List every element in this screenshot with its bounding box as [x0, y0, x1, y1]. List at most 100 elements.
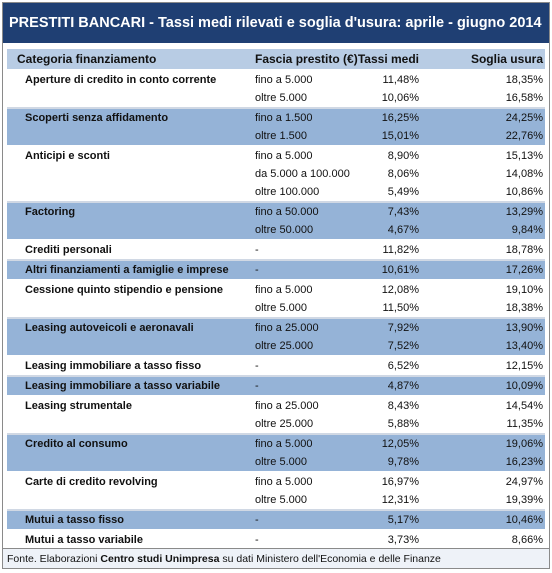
table-cell: 24,25%: [505, 112, 543, 124]
table-cell: 7,43%: [387, 206, 419, 218]
category-cell: Carte di credito revolving: [25, 476, 158, 488]
table-cell: 16,25%: [381, 112, 419, 124]
row-group: Leasing immobiliare a tasso variabile - 4,…: [7, 377, 545, 397]
table-cell: fino a 25.000: [255, 400, 319, 412]
table-cell: -: [255, 264, 259, 276]
row-group: Mutui a tasso fisso - 5,17% 10,46%: [7, 511, 545, 531]
category-cell: Crediti personali: [25, 244, 112, 256]
table-row: Mutui a tasso fisso - 5,17% 10,46%: [7, 511, 545, 529]
table-cell: 11,48%: [382, 74, 420, 86]
table-cell: 24,97%: [505, 476, 543, 488]
table-row: Scoperti senza affidamento fino a 1.500 16…: [7, 109, 545, 127]
category-cell: Aperture di credito in conto corrente: [25, 74, 217, 86]
table-cell: 16,97%: [381, 476, 419, 488]
header-cell: Categoria finanziamento: [17, 52, 157, 66]
table-cell: fino a 25.000: [255, 322, 319, 334]
table-row: Mutui a tasso variabile - 3,73% 8,66%: [7, 531, 545, 549]
table-body: Aperture di credito in conto corrente fin…: [7, 71, 545, 551]
table-cell: oltre 100.000: [255, 186, 320, 198]
table-row: oltre 25.000 5,88% 11,35%: [7, 415, 545, 433]
table-cell: oltre 50.000: [255, 224, 314, 236]
table-cell: da 5.000 a 100.000: [255, 168, 350, 180]
table-row: oltre 50.000 4,67% 9,84%: [7, 221, 545, 239]
table-cell: 8,90%: [387, 150, 419, 162]
category-cell: Mutui a tasso variabile: [25, 534, 143, 546]
table-cell: 15,01%: [381, 130, 419, 142]
category-cell: Leasing immobiliare a tasso fisso: [25, 360, 202, 372]
category-cell: Scoperti senza affidamento: [25, 112, 169, 124]
category-cell: Mutui a tasso fisso: [25, 514, 125, 526]
title: PRESTITI BANCARI - Tassi medi rilevati e…: [3, 3, 549, 43]
table-cell: 11,50%: [382, 302, 420, 314]
table-cell: 19,39%: [505, 494, 543, 506]
table-cell: 10,61%: [381, 264, 419, 276]
table-cell: 7,92%: [387, 322, 419, 334]
table-cell: 17,26%: [505, 264, 543, 276]
table-cell: 15,13%: [505, 150, 543, 162]
table-cell: -: [255, 534, 259, 546]
table-row: Carte di credito revolving fino a 5.000 16…: [7, 473, 545, 491]
table-cell: 12,05%: [381, 438, 419, 450]
row-group: Aperture di credito in conto corrente fin…: [7, 71, 545, 109]
table-cell: 18,35%: [505, 74, 543, 86]
table-cell: 8,43%: [387, 400, 419, 412]
table-row: Cessione quinto stipendio e pensione fino…: [7, 281, 545, 299]
table-cell: fino a 5.000: [255, 476, 313, 488]
table-cell: oltre 5.000: [255, 456, 307, 468]
table-row: oltre 5.000 12,31% 19,39%: [7, 491, 545, 509]
table-cell: 11,35%: [506, 418, 544, 430]
table-cell: 14,54%: [505, 400, 543, 412]
header-row: Categoria finanziamento Fascia prestito …: [7, 49, 545, 69]
row-group: Anticipi e sconti fino a 5.000 8,90% 15,13%…: [7, 147, 545, 203]
table-cell: 19,10%: [505, 284, 543, 296]
table-cell: 13,40%: [505, 340, 543, 352]
table-cell: fino a 50.000: [255, 206, 319, 218]
category-cell: Anticipi e sconti: [25, 150, 110, 162]
table-cell: oltre 5.000: [255, 92, 307, 104]
table-cell: oltre 5.000: [255, 302, 307, 314]
table-row: oltre 25.000 7,52% 13,40%: [7, 337, 545, 355]
table-cell: 10,86%: [505, 186, 543, 198]
row-group: Leasing autoveicoli e aeronavali fino a 2…: [7, 319, 545, 357]
table-cell: oltre 5.000: [255, 494, 307, 506]
footer-bold: Centro studi Unimpresa: [100, 553, 220, 565]
category-cell: Leasing strumentale: [25, 400, 132, 412]
footer-text: su dati Ministero dell'Economia e delle …: [222, 553, 441, 565]
table-cell: 5,88%: [387, 418, 419, 430]
row-group: Altri finanziamenti a famiglie e imprese…: [7, 261, 545, 281]
table-row: Leasing immobiliare a tasso variabile - 4,…: [7, 377, 545, 395]
table-cell: 4,67%: [387, 224, 419, 236]
row-group: Scoperti senza affidamento fino a 1.500 16…: [7, 109, 545, 147]
row-group: Crediti personali - 11,82% 18,78%: [7, 241, 545, 261]
row-group: Cessione quinto stipendio e pensione fino…: [7, 281, 545, 319]
table-cell: 8,66%: [511, 534, 543, 546]
row-group: Carte di credito revolving fino a 5.000 16…: [7, 473, 545, 511]
table-cell: fino a 5.000: [255, 150, 313, 162]
table-cell: fino a 5.000: [255, 74, 313, 86]
table-cell: 18,38%: [505, 302, 543, 314]
table-row: Leasing immobiliare a tasso fisso - 6,52% 1…: [7, 357, 545, 375]
table-cell: 8,06%: [387, 168, 419, 180]
table-row: oltre 100.000 5,49% 10,86%: [7, 183, 545, 201]
table-row: Leasing strumentale fino a 25.000 8,43% 14,…: [7, 397, 545, 415]
table-row: Credito al consumo fino a 5.000 12,05% 19,0…: [7, 435, 545, 453]
table-cell: 10,06%: [381, 92, 419, 104]
table-cell: 19,06%: [505, 438, 543, 450]
row-group: Credito al consumo fino a 5.000 12,05% 19,0…: [7, 435, 545, 473]
category-cell: Leasing immobiliare a tasso variabile: [25, 380, 221, 392]
table-cell: 10,46%: [505, 514, 543, 526]
header-cell: Soglia usura: [470, 52, 543, 66]
table-cell: 13,90%: [505, 322, 543, 334]
table-cell: 16,23%: [505, 456, 543, 468]
table-cell: fino a 1.500: [255, 112, 313, 124]
table-cell: 5,17%: [387, 514, 419, 526]
table-cell: 16,58%: [505, 92, 543, 104]
table-cell: 12,08%: [381, 284, 419, 296]
table-cell: 14,08%: [505, 168, 543, 180]
row-group: Leasing immobiliare a tasso fisso - 6,52% 1…: [7, 357, 545, 377]
table-row: Anticipi e sconti fino a 5.000 8,90% 15,13%: [7, 147, 545, 165]
table-cell: oltre 25.000: [255, 340, 314, 352]
table-cell: 10,09%: [505, 380, 543, 392]
category-cell: Leasing autoveicoli e aeronavali: [25, 322, 194, 334]
